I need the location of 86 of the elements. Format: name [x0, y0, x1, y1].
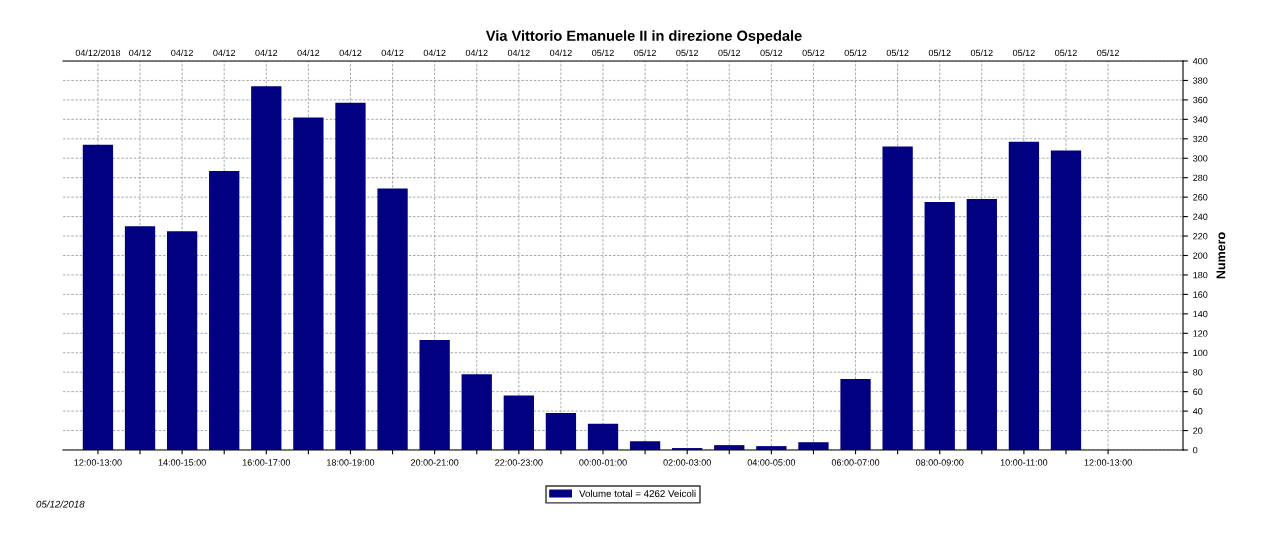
bar: [293, 117, 324, 450]
x-tick-label: 22:00-23:00: [495, 459, 543, 466]
bar: [124, 226, 156, 450]
text: 05/12/2018: [36, 500, 85, 508]
x-tick-label: 08:00-09:00: [915, 459, 964, 466]
x-tick-label: 06:00-07:00: [831, 459, 880, 466]
bar: [461, 374, 492, 450]
y-tick-label: 380: [1193, 77, 1208, 84]
legend-label: Volume total = 4262 Veicoli: [579, 489, 696, 498]
bar: [966, 199, 997, 450]
y-tick-label: 40: [1192, 408, 1203, 415]
text: 04/12/2018: [75, 49, 121, 57]
text: 04/12: [507, 49, 530, 57]
y-tick-label: 200: [1193, 252, 1208, 259]
y-tick-label: 340: [1193, 116, 1208, 123]
bar: [335, 102, 366, 450]
y-tick-label: 160: [1193, 291, 1208, 298]
y-tick-label: 220: [1193, 233, 1208, 240]
text: 04/12: [297, 49, 320, 57]
bar: [377, 188, 408, 450]
y-tick-label: 0: [1193, 446, 1198, 454]
text: 05/12: [718, 49, 741, 57]
chart-title: Via Vittorio Emanuele II in direzione Ospedale: [485, 30, 802, 44]
y-axis-title: Numero: [1216, 232, 1226, 279]
y-tick-label: 320: [1193, 135, 1208, 143]
bar: [419, 340, 450, 450]
x-tick-label: 20:00-21:00: [411, 459, 459, 466]
text: 05/12: [634, 49, 656, 57]
x-tick-label: 00:00-01:00: [579, 459, 627, 466]
y-tick-label: 20: [1193, 427, 1203, 434]
bar: [545, 413, 577, 450]
bar: [587, 423, 619, 450]
text: 05/12: [592, 49, 614, 57]
y-tick-label: 80: [1193, 369, 1203, 376]
y-tick-label: 140: [1193, 310, 1208, 318]
text: 04/12: [465, 49, 488, 57]
y-tick-label: 60: [1193, 388, 1203, 396]
text: 05/12: [1097, 49, 1119, 57]
text: 04/12: [213, 49, 236, 57]
text: 05/12: [970, 49, 993, 57]
text: 04/12: [129, 49, 151, 57]
y-tick-label: 300: [1193, 155, 1208, 162]
text: 05/12: [844, 49, 867, 57]
bar: [882, 146, 913, 450]
text: 05/12: [802, 49, 825, 57]
x-tick-label: 18:00-19:00: [327, 459, 375, 466]
y-tick-label: 260: [1193, 194, 1208, 201]
bar: [82, 144, 114, 450]
text: 04/12: [549, 49, 572, 57]
bar: [714, 445, 745, 450]
text: 04/12: [423, 49, 446, 57]
bar: [1050, 150, 1082, 450]
text: 05/12: [886, 49, 909, 57]
text: 04/12: [339, 49, 362, 57]
x-tick-label: 12:00-13:00: [1084, 459, 1132, 466]
text: 04/12: [171, 49, 193, 57]
text: 04/12: [381, 49, 404, 57]
x-tick-label: 14:00-15:00: [158, 459, 206, 466]
y-tick-label: 240: [1193, 213, 1208, 220]
bar: [798, 442, 829, 450]
bar: [209, 170, 240, 450]
text: 04/12: [255, 49, 278, 57]
y-tick-label: 100: [1193, 349, 1208, 357]
bar: [924, 202, 955, 450]
text: 05/12: [1012, 49, 1035, 57]
bar: [840, 379, 871, 450]
y-tick-label: 400: [1192, 57, 1208, 65]
bar: [629, 441, 661, 450]
bar: [756, 446, 787, 450]
x-tick-label: 04:00-05:00: [747, 459, 796, 466]
text: 05/12: [760, 49, 783, 57]
y-tick-label: 280: [1193, 174, 1208, 182]
bar: [251, 86, 282, 450]
x-tick-label: 02:00-03:00: [663, 459, 711, 466]
bar: [503, 395, 534, 450]
x-tick-label: 16:00-17:00: [242, 459, 291, 466]
x-tick-label: 12:00-13:00: [74, 459, 122, 466]
y-tick-label: 360: [1193, 96, 1208, 104]
bar: [166, 231, 198, 450]
text: 05/12: [928, 49, 951, 57]
bar: [1008, 141, 1040, 450]
y-tick-label: 180: [1193, 271, 1208, 279]
text: 05/12: [676, 49, 699, 57]
x-tick-label: 10:00-11:00: [1000, 459, 1048, 466]
y-tick-label: 120: [1193, 330, 1208, 337]
text: 05/12: [1055, 49, 1077, 57]
